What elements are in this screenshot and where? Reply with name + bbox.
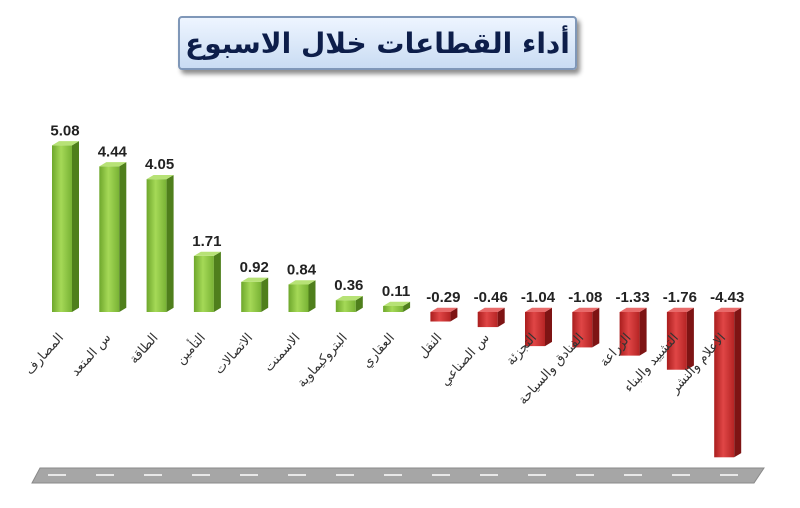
- value-label: -1.76: [663, 289, 697, 306]
- bar: [714, 307, 742, 458]
- category-label: الاتصالات: [212, 331, 256, 378]
- bar: [146, 174, 174, 312]
- chart-title: أداء القطاعات خلال الاسبوع: [178, 16, 577, 70]
- bar: [383, 301, 411, 312]
- category-label: الاسمنت: [261, 331, 303, 375]
- value-label: 4.44: [98, 143, 128, 160]
- category-label: س المتعد: [68, 331, 114, 380]
- bar: [572, 307, 600, 348]
- value-label: -0.46: [474, 289, 508, 306]
- category-label: العقاري: [360, 331, 398, 371]
- category-label: المصارف: [22, 331, 67, 378]
- bar: [99, 162, 127, 312]
- bar: [477, 307, 505, 328]
- category-label: التجزئة: [504, 331, 540, 369]
- value-label: 5.08: [50, 122, 79, 139]
- bar: [666, 307, 694, 370]
- value-label: 0.84: [287, 261, 317, 278]
- category-label: الطاقة: [127, 331, 162, 367]
- value-label: 1.71: [192, 233, 221, 250]
- value-label: 0.11: [382, 283, 410, 300]
- value-label: -1.04: [521, 289, 556, 306]
- value-label: -1.08: [568, 289, 602, 306]
- category-label: النقل: [416, 331, 446, 362]
- bar: [52, 141, 79, 312]
- bar: [525, 307, 552, 347]
- bar: [193, 251, 221, 312]
- category-label: البتروكيماوية: [295, 331, 351, 391]
- value-label: -1.33: [615, 289, 649, 306]
- bar: [288, 280, 316, 312]
- bar: [241, 277, 269, 312]
- value-label: 4.05: [145, 156, 174, 173]
- value-label: -0.29: [426, 289, 460, 306]
- value-label: 0.36: [334, 277, 363, 294]
- value-label: 0.92: [240, 259, 269, 276]
- bar: [430, 307, 458, 322]
- bar: [335, 295, 363, 312]
- value-label: -4.43: [710, 289, 744, 306]
- bar: [619, 307, 647, 356]
- category-label: س الصناعي: [438, 331, 493, 390]
- category-label: التأمين: [171, 329, 209, 368]
